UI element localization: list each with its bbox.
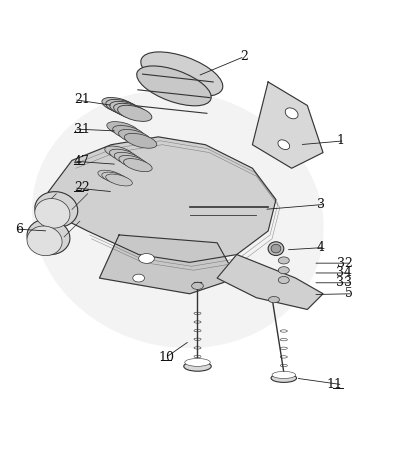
Ellipse shape [119, 155, 147, 169]
Ellipse shape [271, 374, 297, 383]
Polygon shape [100, 235, 237, 294]
Ellipse shape [35, 192, 78, 227]
Ellipse shape [278, 276, 289, 284]
Ellipse shape [102, 172, 128, 184]
Ellipse shape [184, 361, 211, 371]
Ellipse shape [105, 146, 134, 159]
Ellipse shape [118, 105, 152, 122]
Text: 11: 11 [327, 378, 342, 391]
Ellipse shape [192, 282, 203, 289]
Ellipse shape [137, 66, 211, 106]
Ellipse shape [124, 158, 152, 172]
Ellipse shape [27, 226, 62, 255]
Ellipse shape [106, 99, 140, 116]
Ellipse shape [98, 170, 124, 182]
Text: 47: 47 [74, 155, 90, 168]
Text: 10: 10 [158, 351, 174, 364]
Text: 3: 3 [317, 198, 325, 211]
Text: 22: 22 [74, 182, 90, 195]
Ellipse shape [114, 103, 148, 119]
Ellipse shape [185, 359, 210, 366]
Ellipse shape [35, 199, 70, 228]
Ellipse shape [278, 267, 289, 274]
Text: 4: 4 [317, 241, 325, 254]
Ellipse shape [114, 152, 143, 165]
Ellipse shape [113, 126, 145, 140]
Ellipse shape [118, 129, 151, 144]
Ellipse shape [268, 242, 284, 255]
Text: 21: 21 [74, 93, 90, 106]
Text: 6: 6 [15, 223, 23, 236]
Polygon shape [49, 137, 276, 262]
Polygon shape [252, 82, 323, 168]
Text: 33: 33 [337, 276, 352, 289]
Ellipse shape [133, 274, 145, 282]
Text: 31: 31 [74, 122, 90, 135]
Ellipse shape [106, 174, 132, 186]
Ellipse shape [109, 149, 138, 162]
Text: 32: 32 [337, 257, 352, 270]
Ellipse shape [139, 254, 154, 263]
Text: 34: 34 [337, 267, 352, 280]
Ellipse shape [110, 101, 144, 117]
Ellipse shape [278, 140, 290, 150]
Ellipse shape [141, 52, 223, 96]
Text: 5: 5 [344, 287, 352, 300]
Ellipse shape [272, 371, 295, 378]
Text: 1: 1 [337, 134, 344, 147]
Ellipse shape [102, 97, 136, 114]
Ellipse shape [269, 297, 280, 303]
Ellipse shape [285, 108, 298, 119]
Ellipse shape [32, 91, 324, 348]
Text: 2: 2 [241, 50, 248, 63]
Ellipse shape [271, 244, 281, 253]
Ellipse shape [27, 219, 70, 255]
Polygon shape [217, 255, 323, 310]
Ellipse shape [107, 122, 139, 136]
Ellipse shape [124, 134, 157, 148]
Ellipse shape [278, 257, 289, 264]
